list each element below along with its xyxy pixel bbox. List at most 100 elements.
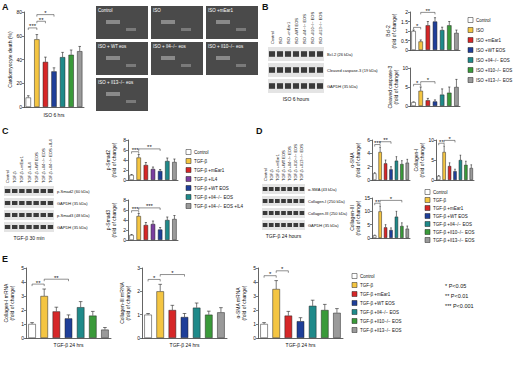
svg-text:1: 1 xyxy=(253,321,256,327)
svg-text:Collagen-III (250 kDa): Collagen-III (250 kDa) xyxy=(308,211,348,216)
svg-text:4: 4 xyxy=(123,157,126,163)
svg-text:20: 20 xyxy=(16,80,22,86)
svg-text:*: * xyxy=(171,270,174,276)
svg-text:60: 60 xyxy=(16,33,22,39)
svg-text:ISO +Il13−/− EOS: ISO +Il13−/− EOS xyxy=(476,78,512,83)
svg-text:6: 6 xyxy=(123,147,126,153)
svg-text:TGF-β +mEar1: TGF-β +mEar1 xyxy=(194,168,225,173)
svg-text:TGF-β 24 hrs: TGF-β 24 hrs xyxy=(170,342,200,348)
svg-text:1: 1 xyxy=(405,28,408,34)
svg-text:** P<0.01: ** P<0.01 xyxy=(445,293,468,299)
svg-text:1: 1 xyxy=(21,321,24,327)
svg-text:***: *** xyxy=(29,23,37,29)
svg-text:80: 80 xyxy=(16,9,22,15)
svg-text:0: 0 xyxy=(367,235,370,241)
svg-text:TGF-β 24 hrs: TGF-β 24 hrs xyxy=(54,342,84,348)
svg-text:*: * xyxy=(153,275,156,281)
svg-text:15: 15 xyxy=(364,195,370,201)
svg-text:1: 1 xyxy=(137,312,140,318)
svg-text:TGF-β 30 min: TGF-β 30 min xyxy=(14,235,45,241)
svg-text:3: 3 xyxy=(253,293,256,299)
svg-text:2: 2 xyxy=(253,307,256,313)
svg-text:ISO 6 hours: ISO 6 hours xyxy=(283,96,310,102)
svg-text:*: * xyxy=(427,77,430,83)
svg-text:TGF-β +Il4−/− EOS: TGF-β +Il4−/− EOS xyxy=(41,148,46,183)
svg-text:5: 5 xyxy=(431,157,434,163)
svg-text:TGF-β +Il4−/− EOS +IL4: TGF-β +Il4−/− EOS +IL4 xyxy=(194,204,244,209)
svg-text:TGF-β +IL4: TGF-β +IL4 xyxy=(194,177,218,182)
svg-text:TGF-β +Il13−/− EOS: TGF-β +Il13−/− EOS xyxy=(299,144,304,181)
svg-text:(fold of change): (fold of change) xyxy=(111,142,117,177)
svg-text:**: ** xyxy=(39,17,44,23)
svg-text:0: 0 xyxy=(253,335,256,341)
svg-text:(fold of change): (fold of change) xyxy=(111,202,117,237)
svg-text:*: * xyxy=(448,136,451,142)
svg-text:TGF-β +Il10−/− EOS: TGF-β +Il10−/− EOS xyxy=(433,230,474,235)
svg-text:TGF-β +WT EOS: TGF-β +WT EOS xyxy=(360,301,395,306)
svg-text:TGF-β +Il4−/− EOS: TGF-β +Il4−/− EOS xyxy=(194,195,233,200)
svg-text:p-Smad3 (48 kDa): p-Smad3 (48 kDa) xyxy=(57,213,90,218)
svg-text:p-Smad2 (60 kDa): p-Smad2 (60 kDa) xyxy=(57,189,90,194)
svg-text:**: ** xyxy=(36,280,41,286)
svg-text:TGF-β +IL4: TGF-β +IL4 xyxy=(27,162,32,183)
svg-text:8: 8 xyxy=(123,197,126,203)
svg-text:ISO + Il10−/− eos: ISO + Il10−/− eos xyxy=(208,44,244,49)
svg-text:2: 2 xyxy=(123,167,126,173)
svg-text:α-SMA (43 kDa): α-SMA (43 kDa) xyxy=(308,187,337,192)
svg-text:2: 2 xyxy=(367,164,370,170)
svg-text:TGF-β +Il10−/− EOS: TGF-β +Il10−/− EOS xyxy=(360,319,401,324)
svg-text:ISO +Il10−/− EOS: ISO +Il10−/− EOS xyxy=(476,68,512,73)
svg-text:TGF-β +Il4−/− EOS: TGF-β +Il4−/− EOS xyxy=(360,310,399,315)
svg-text:GAPDH (35 kDa): GAPDH (35 kDa) xyxy=(57,225,88,230)
svg-text:* P<0.05: * P<0.05 xyxy=(445,283,466,289)
svg-text:Cleaved caspase-3 (19 kDa): Cleaved caspase-3 (19 kDa) xyxy=(327,68,378,73)
svg-text:ISO +WT EOS: ISO +WT EOS xyxy=(476,48,505,53)
svg-text:ISO +mEar1: ISO +mEar1 xyxy=(286,21,291,44)
svg-text:Control: Control xyxy=(270,31,275,44)
svg-text:3: 3 xyxy=(137,265,140,271)
svg-text:10: 10 xyxy=(428,137,434,143)
svg-text:ISO: ISO xyxy=(476,28,484,33)
svg-text:2: 2 xyxy=(137,288,140,294)
svg-text:ISO: ISO xyxy=(153,8,161,13)
svg-text:TGF-β: TGF-β xyxy=(433,198,446,203)
svg-text:ISO +mEar1: ISO +mEar1 xyxy=(476,38,501,43)
svg-text:TGF-β 24 hrs: TGF-β 24 hrs xyxy=(286,342,316,348)
svg-text:Control: Control xyxy=(263,168,268,181)
svg-text:*: * xyxy=(281,266,284,272)
svg-text:ISO +Il4−/− EOS: ISO +Il4−/− EOS xyxy=(476,58,510,63)
svg-text:0: 0 xyxy=(21,335,24,341)
svg-text:TGF-β: TGF-β xyxy=(12,171,17,183)
svg-text:E: E xyxy=(2,254,8,264)
svg-text:Control: Control xyxy=(194,150,209,155)
svg-text:A: A xyxy=(2,2,9,12)
svg-text:3: 3 xyxy=(21,293,24,299)
svg-text:*: * xyxy=(44,10,47,16)
svg-text:(fold of change): (fold of change) xyxy=(393,69,399,104)
svg-text:TGF-β +WT EOS: TGF-β +WT EOS xyxy=(194,186,229,191)
svg-text:(fold of change): (fold of change) xyxy=(125,285,131,320)
svg-text:5: 5 xyxy=(367,222,370,228)
svg-text:Control: Control xyxy=(476,18,491,23)
svg-text:2: 2 xyxy=(405,9,408,15)
svg-text:6: 6 xyxy=(123,207,126,213)
svg-text:TGF-β +Il4−/− EOS +IL4: TGF-β +Il4−/− EOS +IL4 xyxy=(48,139,53,183)
svg-text:C: C xyxy=(2,126,9,136)
svg-text:TGF-β +mEar1: TGF-β +mEar1 xyxy=(19,155,24,183)
svg-text:0: 0 xyxy=(367,177,370,183)
svg-text:TGF-β +Il13−/− EOS: TGF-β +Il13−/− EOS xyxy=(360,328,401,333)
svg-text:**: ** xyxy=(439,139,444,145)
svg-text:Control: Control xyxy=(360,274,375,279)
svg-text:6: 6 xyxy=(367,137,370,143)
svg-text:TGF-β: TGF-β xyxy=(269,169,274,181)
svg-text:**: ** xyxy=(375,199,380,205)
svg-text:Cardiomyocyte death (%): Cardiomyocyte death (%) xyxy=(7,31,13,88)
svg-text:***: *** xyxy=(374,140,382,146)
svg-text:4: 4 xyxy=(367,150,370,156)
svg-text:TGF-β +mEar1: TGF-β +mEar1 xyxy=(433,206,464,211)
svg-text:*: * xyxy=(416,80,419,86)
svg-text:40: 40 xyxy=(16,57,22,63)
svg-text:ISO + WT eos: ISO + WT eos xyxy=(98,44,127,49)
svg-text:TGF-β +mEar1: TGF-β +mEar1 xyxy=(275,153,280,181)
svg-text:ISO +mEar1: ISO +mEar1 xyxy=(208,8,233,13)
